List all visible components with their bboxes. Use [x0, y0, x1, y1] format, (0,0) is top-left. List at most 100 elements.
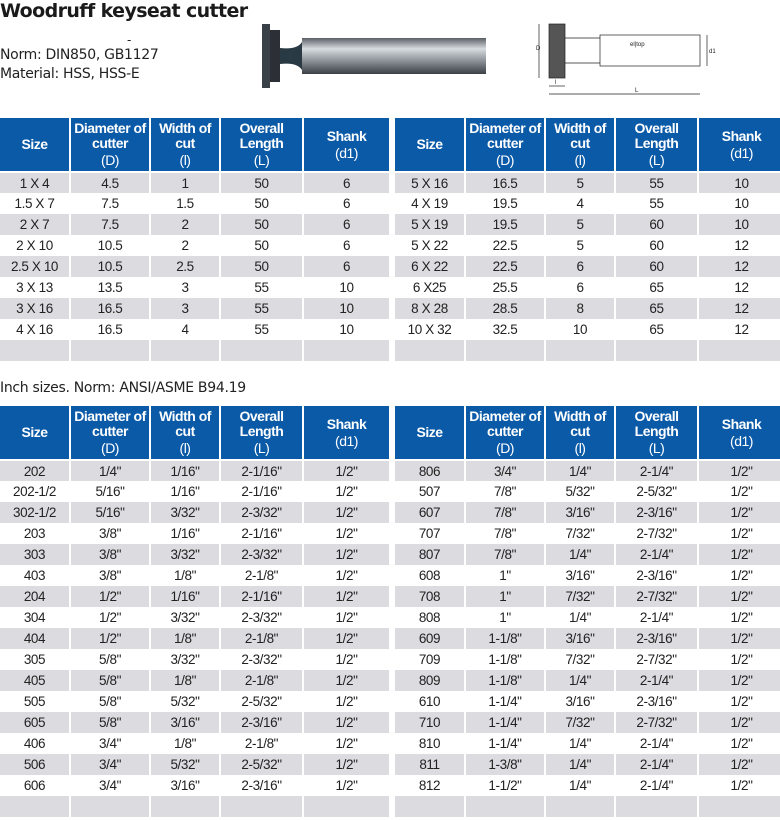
table-cell — [698, 796, 780, 817]
table-row: 708 1" 7/32" 2-7/32" 1/2" — [395, 586, 780, 607]
table-cell: 1/2" — [303, 460, 389, 481]
table-row — [0, 796, 389, 817]
label-D: D — [536, 46, 541, 52]
table-cell: 65 — [615, 298, 699, 319]
table-cell: 19.5 — [465, 193, 546, 214]
header-unit: (D) — [101, 152, 119, 168]
table-cell: 405 — [0, 670, 71, 691]
table-cell: 1/16" — [150, 460, 221, 481]
table-cell: 3/8" — [70, 565, 151, 586]
table-cell: 202 — [0, 460, 71, 481]
table-row: 4 X 16 16.5 4 55 10 — [0, 319, 389, 340]
table-cell: 6 — [303, 235, 389, 256]
table-cell: 5 — [545, 214, 616, 235]
header-label: Shank — [326, 127, 367, 144]
table-cell: 2-1/16" — [220, 586, 304, 607]
table-cell: 1/2" — [303, 565, 389, 586]
column-header: Diameter of cutter (D) — [465, 406, 546, 460]
table-cell: 1/2" — [303, 712, 389, 733]
table-cell: 8 X 28 — [395, 298, 466, 319]
header-label: Overall Length — [634, 120, 679, 151]
norm-text: Norm: DIN850, GB1127 — [0, 47, 159, 63]
table-cell: 1/2" — [303, 649, 389, 670]
table-cell: 6 — [303, 256, 389, 277]
table-cell: 1/2" — [303, 670, 389, 691]
table-cell: 1/2" — [698, 733, 780, 754]
table-cell: 1-3/8" — [465, 754, 546, 775]
table-cell: 22.5 — [465, 256, 546, 277]
table-cell: 606 — [0, 775, 71, 796]
table-cell: 1/2" — [303, 733, 389, 754]
table-cell: 2-1/16" — [220, 481, 304, 502]
table-row — [395, 796, 780, 817]
table-cell: 1/2" — [698, 607, 780, 628]
table-cell: 3/4" — [70, 775, 151, 796]
table-cell: 7.5 — [70, 193, 151, 214]
table-cell: 3/4" — [70, 733, 151, 754]
column-header: Width of cut (l) — [150, 118, 221, 172]
column-header: Shank (d1) — [698, 118, 780, 172]
table-cell: 7/8" — [465, 544, 546, 565]
header-unit: (D) — [496, 152, 514, 168]
header-row: Size Diameter of cutter (D) Width of cut (l)… — [0, 406, 389, 460]
table-cell: 1/2" — [698, 586, 780, 607]
table-cell — [615, 340, 699, 361]
header-label: Shank — [721, 127, 762, 144]
table-cell: 4.5 — [70, 172, 151, 193]
table-cell: 1/2" — [698, 670, 780, 691]
table-row: 6 X 22 22.5 6 60 12 — [395, 256, 780, 277]
table-cell: 8 — [545, 298, 616, 319]
table-row: 10 X 32 32.5 10 65 12 — [395, 319, 780, 340]
table-cell: 2-3/32" — [220, 649, 304, 670]
table-row: 2 X 7 7.5 2 50 6 — [0, 214, 389, 235]
table-row: 204 1/2" 1/16" 2-1/16" 1/2" — [0, 586, 389, 607]
table-row: 203 3/8" 1/16" 2-1/16" 1/2" — [0, 523, 389, 544]
table-cell: 1-1/4" — [465, 733, 546, 754]
table-cell — [615, 796, 699, 817]
table-row: 302-1/2 5/16" 3/32" 2-3/32" 1/2" — [0, 502, 389, 523]
table-cell — [465, 340, 546, 361]
table-cell: 2-3/32" — [220, 607, 304, 628]
table-cell: 2-7/32" — [615, 712, 699, 733]
table-cell — [698, 340, 780, 361]
table-cell: 709 — [395, 649, 466, 670]
table-row: 605 5/8" 3/16" 2-3/16" 1/2" — [0, 712, 389, 733]
table-cell: 1.5 — [150, 193, 221, 214]
header-label: Diameter of cutter — [74, 408, 146, 439]
table-cell: 406 — [0, 733, 71, 754]
table-cell: 4 X 19 — [395, 193, 466, 214]
header-label: Overall Length — [634, 408, 679, 439]
table-cell: 55 — [220, 298, 304, 319]
header-unit: (d1) — [335, 432, 358, 449]
table-cell: 1/2" — [303, 691, 389, 712]
table-row: 305 5/8" 3/32" 2-3/32" 1/2" — [0, 649, 389, 670]
table-cell: 1-1/8" — [465, 628, 546, 649]
table-cell: 6 — [303, 214, 389, 235]
table-cell: 3/16" — [545, 502, 616, 523]
table-cell: 507 — [395, 481, 466, 502]
header-unit: (l) — [574, 440, 586, 456]
metric-table-left: Size Diameter of cutter (D) Width of cut (l)… — [0, 118, 389, 361]
table-row: 707 7/8" 7/32" 2-7/32" 1/2" — [395, 523, 780, 544]
table-cell: 3 — [150, 298, 221, 319]
column-header: Size — [395, 118, 466, 172]
table-cell: 65 — [615, 319, 699, 340]
table-cell: 1/2" — [698, 544, 780, 565]
table-cell: 1/2" — [698, 649, 780, 670]
table-row: 1 X 4 4.5 1 50 6 — [0, 172, 389, 193]
table-cell: 2-5/32" — [220, 754, 304, 775]
column-header: Overall Length (L) — [615, 118, 699, 172]
table-cell — [70, 340, 151, 361]
table-cell: 1/2" — [698, 691, 780, 712]
table-row: 2.5 X 10 10.5 2.5 50 6 — [0, 256, 389, 277]
table-row: 5 X 22 22.5 5 60 12 — [395, 235, 780, 256]
header-label: Size — [416, 424, 443, 440]
table-cell: 5/8" — [70, 712, 151, 733]
table-cell: 25.5 — [465, 277, 546, 298]
header-unit: (l) — [574, 152, 586, 168]
table-cell: 2-1/4" — [615, 670, 699, 691]
table-cell: 1/4" — [70, 460, 151, 481]
table-cell: 2.5 — [150, 256, 221, 277]
header-unit: (l) — [179, 152, 191, 168]
table-row: 806 3/4" 1/4" 2-1/4" 1/2" — [395, 460, 780, 481]
